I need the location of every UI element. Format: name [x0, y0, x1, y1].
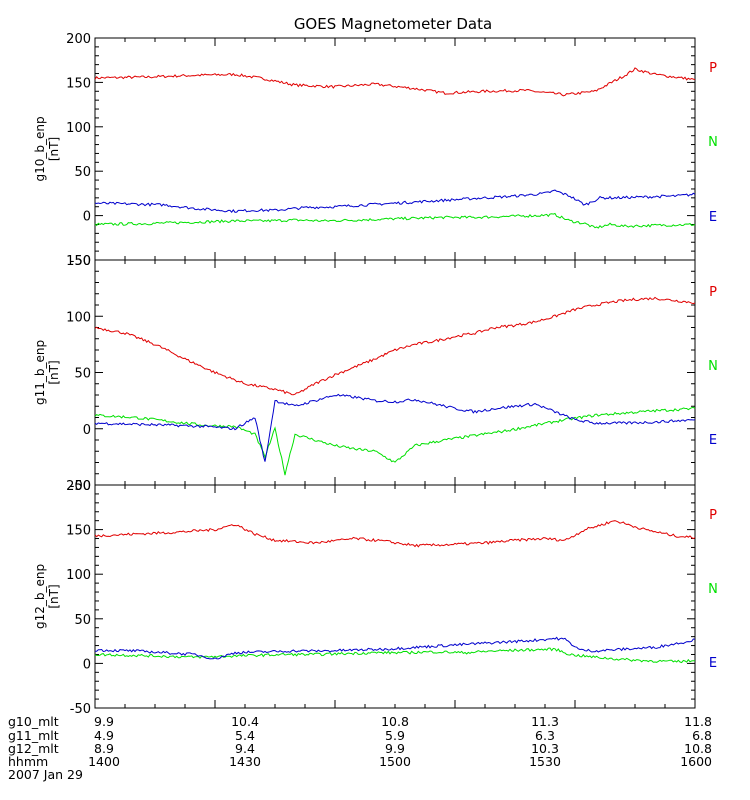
legend-E: E	[709, 210, 717, 225]
x-tick-label: 10.3	[531, 741, 559, 756]
series-E	[94, 189, 696, 213]
y-tick-label: 150	[66, 76, 91, 91]
y-tick-label: -50	[70, 254, 91, 269]
panel-frame	[94, 484, 696, 709]
y-tick-label: 200	[66, 32, 91, 47]
x-tick-label: 4.9	[94, 728, 114, 743]
x-tick-label: 9.9	[385, 741, 405, 756]
y-tick-label: 200	[66, 479, 91, 494]
legend-N: N	[708, 135, 718, 150]
x-tick-label: 1500	[379, 754, 411, 769]
y-axis-label: g11_b_enp	[33, 340, 47, 405]
legend-P: P	[709, 508, 717, 523]
panel-frame	[94, 37, 696, 261]
x-row-label: g11_mlt	[8, 728, 59, 743]
y-tick-label: 50	[74, 367, 91, 382]
panel-3: -50 0 50 100 150 200 g12_b_enp [nT] P N E	[33, 479, 718, 717]
x-tick-label: 8.9	[94, 741, 114, 756]
y-axis-unit: [nT]	[47, 137, 61, 161]
series-E	[94, 393, 696, 462]
date-label: 2007 Jan 29	[8, 767, 83, 782]
y-axis-label: g12_b_enp	[33, 564, 47, 629]
panel-frame	[94, 259, 696, 486]
legend-P: P	[709, 61, 717, 76]
y-tick-label: 150	[66, 254, 91, 269]
y-tick-label: 0	[83, 210, 91, 225]
y-tick-label: 100	[66, 568, 91, 583]
x-tick-label: 1600	[680, 754, 712, 769]
panel-2: -50 0 50 100 150 g11_b_enp [nT] P N E	[33, 254, 718, 494]
x-tick-label: 1430	[229, 754, 261, 769]
y-tick-label: 50	[74, 613, 91, 628]
x-tick-label: 5.4	[235, 728, 255, 743]
x-axis-labels: g10_mlt 9.9 10.4 10.8 11.3 11.8 g11_mlt 4.9 5.4 5…	[8, 714, 712, 769]
y-axis-unit: [nT]	[47, 584, 61, 608]
x-row-label: hhmm	[8, 754, 48, 769]
x-tick-label: 10.8	[684, 741, 712, 756]
x-tick-label: 11.3	[531, 714, 559, 729]
x-tick-label: 6.8	[692, 728, 712, 743]
legend-P: P	[709, 285, 717, 300]
y-tick-label: -50	[70, 479, 91, 494]
x-tick-label: 1530	[529, 754, 561, 769]
y-tick-label: 0	[83, 423, 91, 438]
y-tick-label: 50	[74, 165, 91, 180]
series-N	[94, 212, 696, 229]
y-tick-label: 0	[83, 657, 91, 672]
series-P	[94, 67, 696, 97]
y-axis-unit: [nT]	[47, 360, 61, 384]
x-tick-label: 9.4	[235, 741, 255, 756]
y-tick-label: 150	[66, 524, 91, 539]
x-tick-label: 10.4	[231, 714, 259, 729]
y-axis-label: g10_b_enp	[33, 116, 47, 181]
panel-1: -50 0 50 100 150 200 g10_b_enp [nT] P N E	[33, 32, 718, 269]
y-tick-label: 100	[66, 121, 91, 136]
x-tick-label: 11.8	[684, 714, 712, 729]
y-tick-label: 100	[66, 310, 91, 325]
x-tick-label: 1400	[88, 754, 120, 769]
legend-N: N	[708, 359, 718, 374]
y-tick-label: -50	[70, 702, 91, 717]
series-N	[94, 647, 696, 664]
series-N	[94, 406, 696, 476]
x-row-label: g12_mlt	[8, 741, 59, 756]
series-P	[94, 520, 696, 548]
series-P	[94, 296, 696, 396]
legend-N: N	[708, 582, 718, 597]
series-E	[94, 636, 696, 660]
x-tick-label: 10.8	[381, 714, 409, 729]
chart-title: GOES Magnetometer Data	[294, 15, 492, 33]
x-row-label: g10_mlt	[8, 714, 59, 729]
x-tick-label: 6.3	[535, 728, 555, 743]
x-tick-label: 5.9	[385, 728, 405, 743]
legend-E: E	[709, 656, 717, 671]
legend-E: E	[709, 433, 717, 448]
x-tick-label: 9.9	[94, 714, 114, 729]
